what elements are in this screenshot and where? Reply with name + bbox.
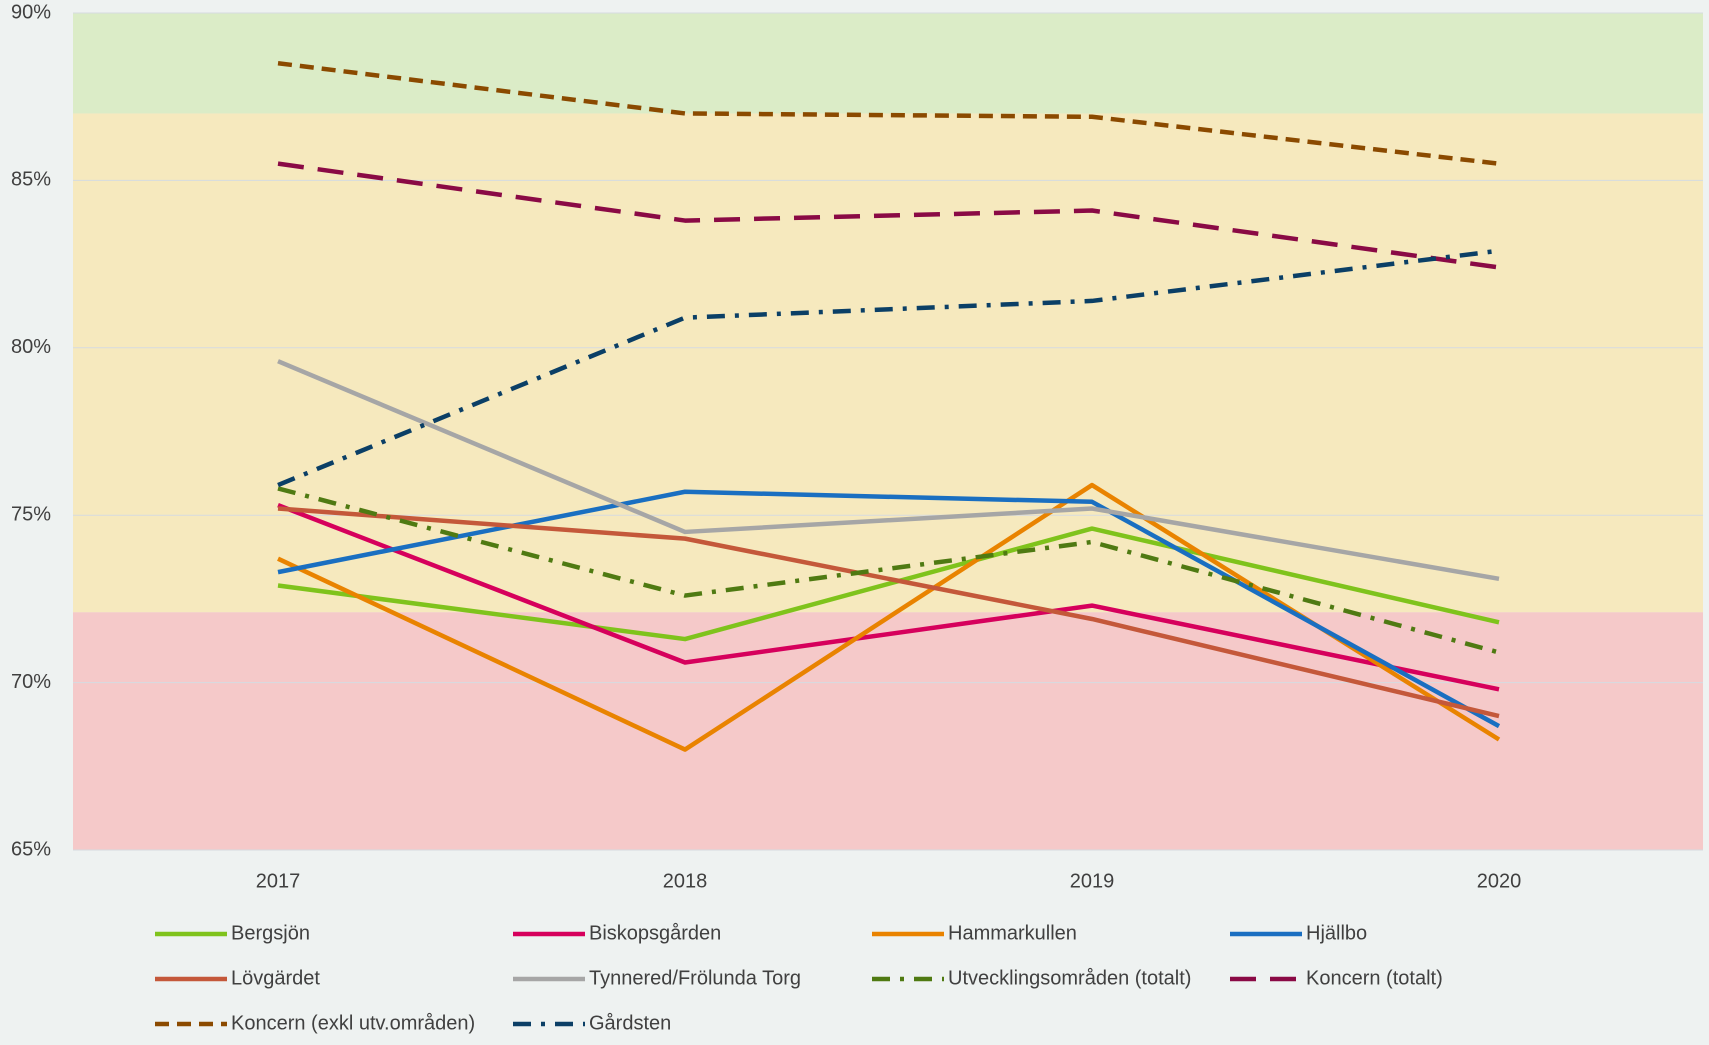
x-tick-label: 2020 <box>1477 870 1522 892</box>
legend-label: Koncern (exkl utv.områden) <box>231 1012 475 1034</box>
x-tick-label: 2018 <box>663 870 708 892</box>
band <box>73 612 1703 850</box>
legend-label: Hjällbo <box>1306 922 1367 944</box>
legend-label: Utvecklingsområden (totalt) <box>948 967 1191 989</box>
x-tick-label: 2019 <box>1070 870 1115 892</box>
y-tick-label: 80% <box>11 336 51 358</box>
series-line <box>277 161 1500 270</box>
series-line <box>277 526 1500 642</box>
y-tick-label: 70% <box>11 671 51 693</box>
x-tick-label: 2017 <box>256 870 301 892</box>
series-line <box>277 486 1500 655</box>
y-tick-label: 85% <box>11 169 51 191</box>
y-tick-label: 65% <box>11 838 51 860</box>
band <box>73 13 1703 114</box>
series-line <box>277 489 1501 729</box>
legend-label: Hammarkullen <box>948 922 1077 944</box>
legend-label: Tynnered/Frölunda Torg <box>589 967 801 989</box>
legend-label: Koncern (totalt) <box>1306 967 1443 989</box>
series-line <box>277 359 1500 582</box>
legend-label: Lövgärdet <box>231 967 320 989</box>
legend-label: Biskopsgården <box>589 922 721 944</box>
series-line <box>277 60 1500 166</box>
series-line <box>277 248 1500 488</box>
band <box>73 113 1703 613</box>
series-line <box>277 506 1500 719</box>
y-tick-label: 75% <box>11 503 51 525</box>
series-line <box>277 503 1500 692</box>
y-tick-label: 90% <box>11 1 51 23</box>
legend-label: Gårdsten <box>589 1012 671 1034</box>
legend-label: Bergsjön <box>231 922 310 944</box>
